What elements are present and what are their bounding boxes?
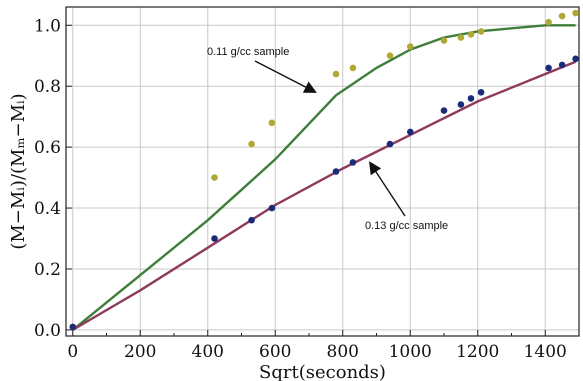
data-point bbox=[386, 52, 394, 59]
data-points bbox=[69, 9, 579, 331]
data-point bbox=[407, 43, 414, 50]
data-point bbox=[572, 9, 579, 17]
data-point bbox=[558, 61, 566, 69]
data-point bbox=[332, 168, 340, 175]
data-point bbox=[407, 128, 414, 136]
data-point bbox=[332, 70, 340, 78]
x-tick-label: 400 bbox=[192, 342, 224, 362]
annotation-label: 0.13 g/cc sample bbox=[365, 220, 448, 232]
data-point bbox=[248, 216, 255, 224]
data-point bbox=[467, 31, 475, 38]
data-point bbox=[268, 204, 276, 212]
data-point bbox=[545, 64, 552, 72]
data-point bbox=[477, 89, 485, 96]
data-point bbox=[477, 28, 485, 35]
data-point bbox=[440, 107, 448, 114]
data-point bbox=[467, 95, 475, 102]
data-point bbox=[211, 174, 218, 181]
y-tick-label: 0.4 bbox=[34, 199, 61, 219]
data-point bbox=[457, 34, 465, 41]
data-point bbox=[558, 12, 566, 20]
y-axis-label: (M−Mᵢ)/(Mₘ−Mᵢ) bbox=[8, 93, 29, 249]
grid bbox=[66, 7, 579, 336]
y-tick-label: 0.2 bbox=[34, 260, 61, 280]
fit-line bbox=[72, 24, 576, 331]
fit-lines bbox=[72, 24, 577, 331]
x-tick-label: 0 bbox=[67, 342, 78, 362]
x-tick-label: 1000 bbox=[389, 342, 432, 362]
plot-frame bbox=[65, 6, 580, 337]
x-tick-label: 800 bbox=[327, 342, 359, 362]
x-axis-label: Sqrt(seconds) bbox=[259, 362, 386, 381]
fit-line bbox=[72, 60, 577, 331]
data-point bbox=[457, 101, 465, 108]
annotation-arrow bbox=[254, 60, 317, 93]
x-tick-label: 1200 bbox=[456, 342, 499, 362]
y-tick-label: 0.0 bbox=[34, 321, 61, 341]
y-tick-label: 1.0 bbox=[34, 16, 61, 36]
y-tick-label: 0.6 bbox=[34, 138, 61, 158]
data-point bbox=[545, 18, 552, 26]
data-point bbox=[268, 119, 276, 127]
data-point bbox=[69, 323, 77, 331]
data-point bbox=[572, 55, 579, 63]
x-tick-label: 600 bbox=[259, 342, 291, 362]
annotations: 0.11 g/cc sample 0.13 g/cc sample bbox=[207, 46, 448, 232]
data-point bbox=[349, 64, 357, 72]
x-tick-label: 1400 bbox=[524, 342, 567, 362]
ticks: 0 200 400 600 800 1000 1200 1400 0.0 0.2 0.4 0.6 0.8… bbox=[34, 16, 567, 362]
data-point bbox=[248, 140, 255, 148]
annotation-arrow bbox=[369, 161, 406, 217]
y-tick-label: 0.8 bbox=[34, 77, 61, 97]
data-point bbox=[211, 235, 218, 242]
annotation-label: 0.11 g/cc sample bbox=[207, 46, 289, 58]
data-point bbox=[349, 159, 357, 166]
data-point bbox=[440, 37, 448, 44]
data-point bbox=[386, 140, 394, 148]
x-tick-label: 200 bbox=[124, 342, 156, 362]
